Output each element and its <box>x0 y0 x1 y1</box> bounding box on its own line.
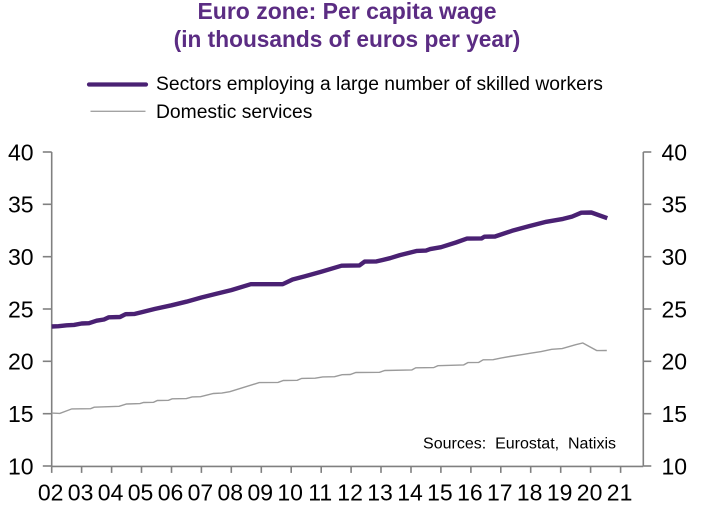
svg-text:25: 25 <box>662 296 688 322</box>
svg-text:17: 17 <box>487 480 513 506</box>
svg-text:15: 15 <box>427 480 453 506</box>
svg-text:15: 15 <box>662 401 688 427</box>
svg-text:18: 18 <box>517 480 543 506</box>
svg-text:04: 04 <box>98 480 124 506</box>
svg-text:Sources: Eurostat, Natixis: Sources: Eurostat, Natixis <box>423 436 616 453</box>
svg-text:(in thousands of euros per yea: (in thousands of euros per year) <box>174 26 521 52</box>
svg-text:09: 09 <box>248 480 274 506</box>
svg-text:03: 03 <box>68 480 94 506</box>
svg-text:Euro zone: Per capita wage: Euro zone: Per capita wage <box>197 0 496 24</box>
svg-text:35: 35 <box>8 192 34 218</box>
svg-text:13: 13 <box>367 480 393 506</box>
svg-text:02: 02 <box>38 480 64 506</box>
svg-text:30: 30 <box>662 244 688 270</box>
svg-text:16: 16 <box>457 480 483 506</box>
svg-text:14: 14 <box>397 480 423 506</box>
svg-text:20: 20 <box>662 349 688 375</box>
svg-text:15: 15 <box>8 401 34 427</box>
svg-text:10: 10 <box>8 453 34 479</box>
svg-text:25: 25 <box>8 296 34 322</box>
svg-text:05: 05 <box>128 480 154 506</box>
svg-text:06: 06 <box>158 480 184 506</box>
svg-text:10: 10 <box>662 453 688 479</box>
svg-text:08: 08 <box>218 480 244 506</box>
svg-text:07: 07 <box>188 480 214 506</box>
svg-text:20: 20 <box>8 349 34 375</box>
svg-text:Domestic services: Domestic services <box>156 102 312 123</box>
svg-text:21: 21 <box>607 480 633 506</box>
svg-text:20: 20 <box>577 480 603 506</box>
svg-text:30: 30 <box>8 244 34 270</box>
svg-text:12: 12 <box>337 480 363 506</box>
svg-text:Sectors employing a large numb: Sectors employing a large number of skil… <box>156 74 603 95</box>
svg-text:10: 10 <box>277 480 303 506</box>
svg-text:40: 40 <box>8 139 34 165</box>
svg-text:19: 19 <box>547 480 573 506</box>
svg-text:35: 35 <box>662 192 688 218</box>
svg-text:11: 11 <box>308 480 332 506</box>
svg-text:40: 40 <box>662 139 688 165</box>
